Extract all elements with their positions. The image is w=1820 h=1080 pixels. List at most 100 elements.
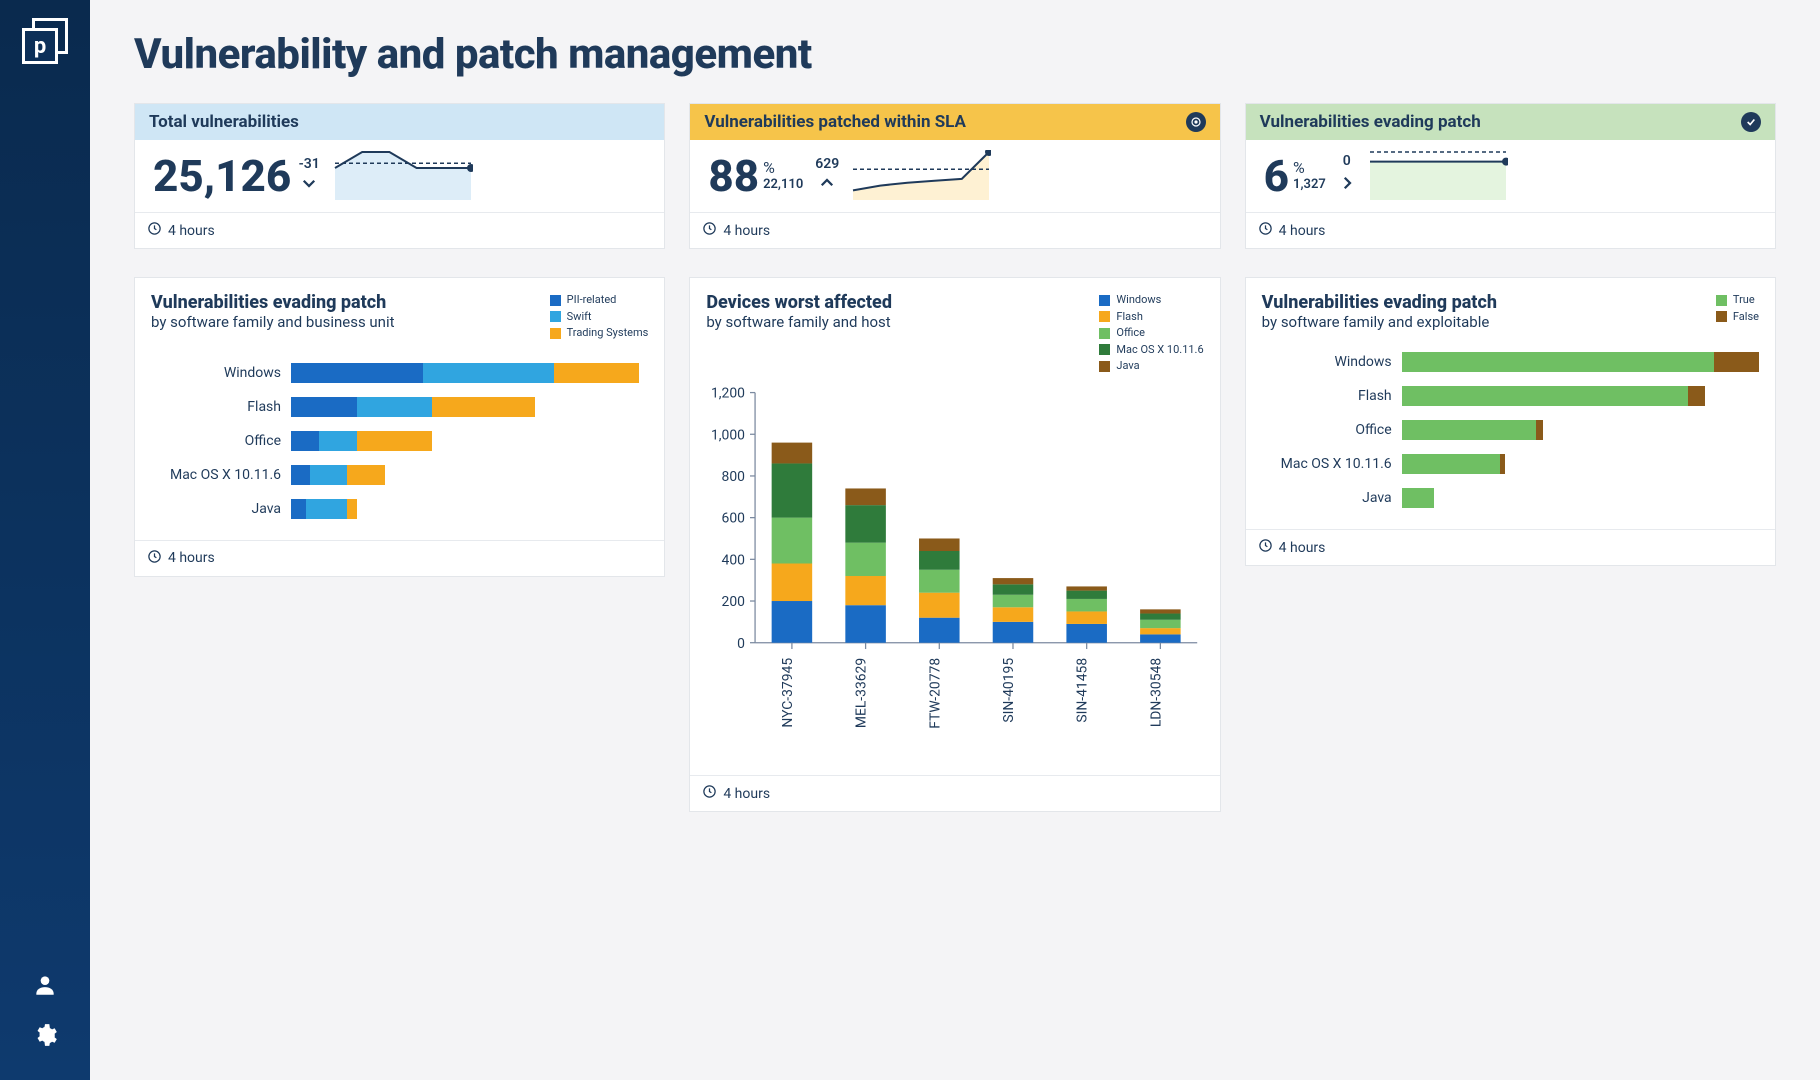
kpi-value: 88 [708,154,759,198]
bar-row: Office [151,424,648,458]
chart-legend: PII-relatedSwiftTrading Systems [550,292,649,342]
legend-item: False [1716,309,1759,326]
kpi-header: Vulnerabilities evading patch [1246,104,1775,140]
column-segment [1140,613,1181,619]
chart-body: Windows Flash Office Mac OS X 10.11.6 Ja… [1246,335,1775,529]
svg-text:400: 400 [722,552,746,568]
legend-item: Trading Systems [550,325,649,342]
bar-label: Windows [1262,354,1402,370]
bar-row: Mac OS X 10.11.6 [1262,447,1759,481]
clock-icon [147,549,162,568]
bar-segment [1536,420,1543,440]
bar-segment [1402,386,1688,406]
bar-label: Office [1262,422,1402,438]
bar-segment [423,363,555,383]
kpi-delta: -31 [299,156,320,172]
clock-icon [1258,221,1273,240]
trend-up-icon [815,174,839,196]
card-footer: 4 hours [690,212,1219,248]
clock-icon [702,221,717,240]
svg-text:LDN-30548: LDN-30548 [1149,657,1165,727]
footer-text: 4 hours [1279,223,1326,239]
chart-subtitle: by software family and host [706,313,892,331]
column-segment [1067,598,1108,611]
bar-segment [554,363,639,383]
column-segment [846,488,887,505]
sparkline [851,150,1205,202]
card-footer: 4 hours [135,540,664,576]
legend-item: True [1716,292,1759,309]
kpi-card-sla[interactable]: Vulnerabilities patched within SLA 88 %2… [689,103,1220,249]
kpi-title: Vulnerabilities patched within SLA [704,112,966,132]
svg-text:SIN-41458: SIN-41458 [1075,657,1091,722]
svg-text:SIN-40195: SIN-40195 [1001,657,1017,722]
bar-segment [319,431,357,451]
svg-text:800: 800 [722,469,746,485]
bar-segment [1402,488,1434,508]
target-icon [1186,112,1206,132]
column-segment [993,584,1034,594]
svg-text:MEL-33629: MEL-33629 [854,657,870,727]
column-segment [1067,590,1108,598]
column-segment [1140,619,1181,627]
app-logo[interactable]: p [22,18,68,64]
chart-body: Windows Flash Office Mac OS X 10.11.6 Ja… [135,346,664,540]
column-segment [1067,623,1108,642]
bar-row: Office [1262,413,1759,447]
column-segment [1067,586,1108,590]
kpi-delta: 629 [815,156,839,172]
card-footer: 4 hours [690,775,1219,811]
chart-legend: WindowsFlashOfficeMac OS X 10.11.6Java [1099,292,1203,375]
user-icon[interactable] [32,972,58,1002]
bar-segment [1402,454,1500,474]
footer-text: 4 hours [1279,540,1326,556]
bar-row: Java [151,492,648,526]
kpi-card-evade[interactable]: Vulnerabilities evading patch 6 %1,327 0… [1245,103,1776,249]
gear-icon[interactable] [32,1022,58,1052]
chart-legend: TrueFalse [1716,292,1759,325]
chart-title: Devices worst affected [706,292,892,313]
kpi-subvalue: 22,110 [763,177,803,192]
bar-segment [1688,386,1706,406]
chart-subtitle: by software family and exploitable [1262,313,1497,331]
column-segment [846,542,887,575]
legend-item: Office [1099,325,1203,342]
page-title: Vulnerability and patch management [134,30,1776,79]
footer-text: 4 hours [723,223,770,239]
bar-row: Java [1262,481,1759,515]
column-segment [919,617,960,642]
bar-segment [291,363,423,383]
bar-segment [1714,352,1759,372]
legend-item: Flash [1099,309,1203,326]
chart-evading-by-exploitable[interactable]: Vulnerabilities evading patch by softwar… [1245,277,1776,566]
check-icon [1741,112,1761,132]
kpi-card-total[interactable]: Total vulnerabilities 25,126 -31 4 hours [134,103,665,249]
kpi-title: Vulnerabilities evading patch [1260,112,1481,132]
column-segment [1067,611,1108,624]
chart-evading-by-bu[interactable]: Vulnerabilities evading patch by softwar… [134,277,665,577]
bar-row: Windows [151,356,648,390]
chart-subtitle: by software family and business unit [151,313,395,331]
column-segment [1140,609,1181,613]
main-content: Vulnerability and patch management Total… [90,0,1820,1080]
column-segment [772,517,813,563]
chart-title: Vulnerabilities evading patch [151,292,395,313]
column-segment [993,578,1034,584]
bar-segment [357,431,432,451]
bar-segment [291,431,319,451]
bar-segment [291,465,310,485]
kpi-header: Total vulnerabilities [135,104,664,140]
chart-devices-worst[interactable]: Devices worst affected by software famil… [689,277,1220,812]
kpi-subvalue: 1,327 [1293,177,1326,192]
svg-text:NYC-37945: NYC-37945 [780,657,796,727]
bar-segment [310,465,348,485]
column-segment [772,601,813,643]
bar-segment [291,499,306,519]
percent-sign: % [1293,158,1326,177]
kpi-title: Total vulnerabilities [149,112,299,132]
svg-text:1,000: 1,000 [711,427,745,443]
trend-down-icon [297,174,321,196]
bar-segment [357,397,432,417]
bar-row: Windows [1262,345,1759,379]
bar-row: Mac OS X 10.11.6 [151,458,648,492]
